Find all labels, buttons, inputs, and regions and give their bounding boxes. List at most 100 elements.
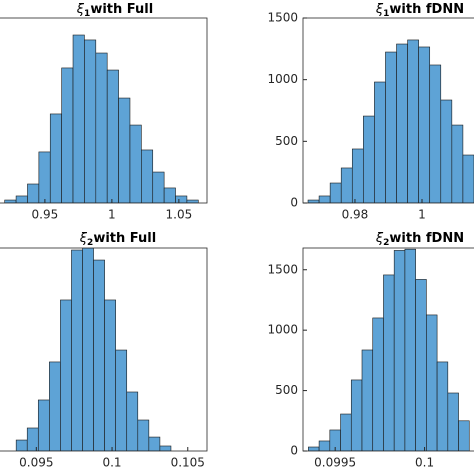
y-tick-label: 0 [290, 196, 298, 210]
bar [462, 154, 474, 203]
x-tick-label: 0.95 [32, 208, 59, 222]
bar [152, 171, 165, 203]
x-tick-label: 1 [108, 208, 116, 222]
x-tick-label: 0.1 [102, 456, 121, 470]
bar [361, 349, 374, 451]
bar [159, 445, 172, 451]
bar [429, 64, 442, 203]
bar [141, 149, 154, 203]
bar [137, 419, 150, 451]
panel: 0.095 0.1 0.105 ξ2with Full [0, 231, 208, 470]
plot-area [4, 34, 199, 203]
bar [38, 151, 51, 203]
title-symbol: ξ [79, 231, 88, 246]
bar [308, 446, 320, 451]
bar [393, 250, 406, 451]
bar [27, 183, 40, 203]
panel-title: ξ1with Full [76, 2, 153, 19]
bar [340, 413, 352, 451]
y-tick-label: 1500 [267, 11, 298, 25]
bar [37, 399, 50, 451]
title-subscript: 2 [383, 238, 389, 248]
bar [95, 52, 108, 203]
axes-frame [302, 247, 474, 452]
bar [186, 199, 199, 203]
y-tick-label: 1500 [267, 262, 298, 276]
y-tick-label: 0 [290, 444, 298, 458]
x-tick-label: 0.0995 [314, 456, 356, 470]
bar [72, 34, 85, 203]
bar [451, 124, 464, 203]
bar [351, 148, 364, 203]
bar [385, 51, 397, 203]
axes-frame [0, 17, 208, 204]
bar [458, 420, 470, 451]
bar [307, 199, 320, 203]
bar [61, 67, 74, 203]
x-tick-label: 0.105 [171, 456, 205, 470]
bar [129, 124, 142, 203]
y-tick-label: 500 [275, 383, 298, 397]
axes-frame [0, 247, 208, 452]
title-text: with Full [90, 2, 153, 17]
bar [118, 97, 131, 203]
x-tick-label: 0.095 [19, 456, 53, 470]
plot-area [15, 248, 172, 451]
plot-area [307, 39, 474, 203]
bar [115, 349, 128, 451]
bar [418, 46, 431, 203]
bar [49, 113, 62, 203]
bar [318, 195, 331, 203]
x-tick-label: 0.1 [415, 456, 434, 470]
bar [383, 274, 395, 451]
panel: 0.0995 0.1 0 500 1000 1500 ξ2with fDNN [267, 231, 474, 470]
panel-title: ξ2with Full [79, 231, 156, 248]
bar [4, 199, 17, 203]
bar [49, 361, 61, 451]
title-symbol: ξ [375, 2, 384, 17]
bar [148, 436, 161, 451]
title-symbol: ξ [375, 231, 384, 246]
bar [396, 43, 408, 203]
bar [60, 299, 72, 451]
bar [106, 69, 119, 203]
bar [447, 392, 459, 451]
x-tick-label: 1 [418, 208, 426, 222]
y-tick-label: 1000 [267, 72, 298, 86]
bar [175, 195, 188, 203]
title-subscript: 2 [87, 238, 93, 248]
title-subscript: 1 [84, 9, 90, 19]
x-tick-label: 1.05 [166, 208, 193, 222]
panel-title: ξ1with fDNN [375, 2, 464, 19]
title-text: with fDNN [389, 2, 464, 17]
bar [163, 187, 176, 203]
plot-area [308, 248, 470, 451]
bar [15, 195, 28, 203]
y-tick-label: 500 [275, 134, 298, 148]
bar [363, 115, 375, 203]
bar [372, 317, 384, 451]
bar [93, 259, 105, 451]
title-text: with fDNN [389, 231, 464, 246]
title-symbol: ξ [76, 2, 85, 17]
title-text: with Full [93, 231, 156, 246]
bar [440, 99, 453, 203]
bar [436, 361, 449, 451]
bar [84, 39, 97, 203]
bar [15, 439, 28, 451]
x-tick-label: 0.98 [342, 208, 369, 222]
y-tick-label: 1000 [267, 323, 298, 337]
bar [407, 39, 419, 203]
bar [426, 314, 438, 451]
bar [318, 440, 331, 451]
bar [329, 182, 342, 203]
bar [404, 248, 416, 451]
bar [340, 167, 353, 203]
panel-title: ξ2with fDNN [375, 231, 464, 248]
bar [350, 379, 363, 451]
title-subscript: 1 [383, 9, 389, 19]
bar [82, 248, 94, 451]
bar [71, 249, 83, 451]
